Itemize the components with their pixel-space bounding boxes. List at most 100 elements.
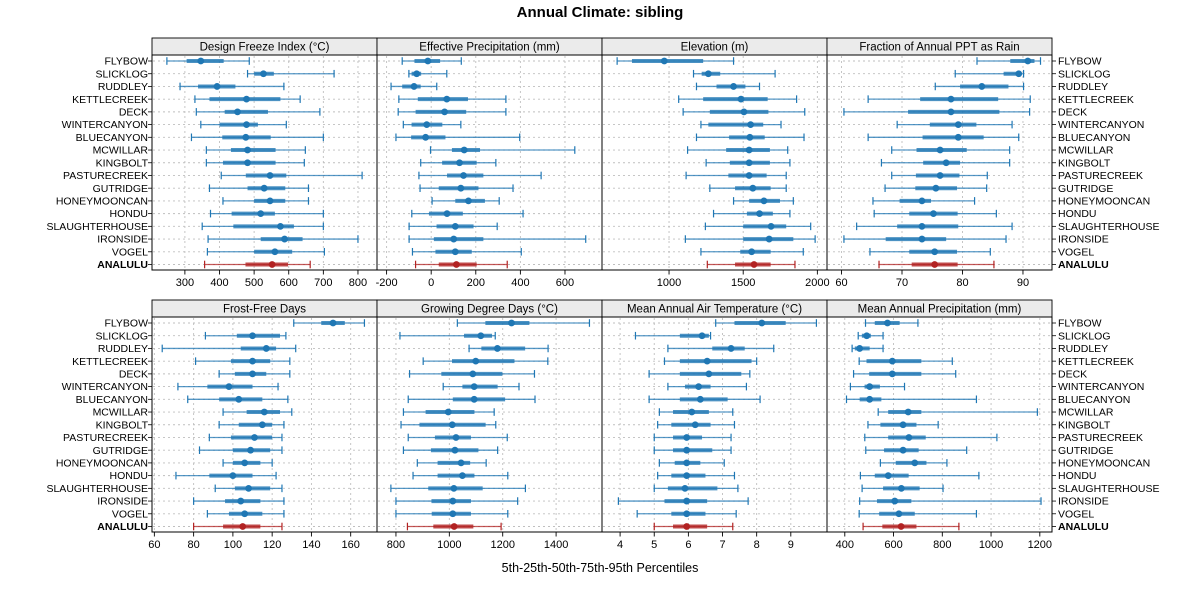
- site-label-left-slicklog: SLICKLOG: [95, 330, 148, 342]
- percentile-row-kingbolt: [420, 158, 497, 167]
- median-dot: [942, 159, 950, 167]
- site-label-right-gutridge: GUTRIDGE: [1058, 183, 1113, 195]
- percentile-row-kingbolt: [867, 420, 939, 429]
- percentile-row-honeymooncan: [872, 197, 976, 205]
- percentile-row-ironside: [207, 235, 359, 243]
- percentile-row-analulu: [878, 260, 995, 269]
- median-dot: [247, 446, 254, 454]
- x-tick-label: 100: [224, 539, 242, 551]
- x-tick-label: 400: [511, 277, 529, 289]
- percentile-row-kingbolt: [205, 158, 305, 167]
- median-dot: [750, 261, 758, 268]
- x-tick-label: 90: [1017, 277, 1029, 289]
- percentile-row-gutridge: [865, 446, 968, 454]
- median-dot: [441, 108, 448, 116]
- panel-growing-degree-days-c: Growing Degree Days (°C) 800 1000 1200 1400: [376, 299, 603, 551]
- percentile-row-hondu: [859, 471, 980, 480]
- median-dot: [242, 133, 250, 141]
- percentile-row-pasturecreek: [891, 171, 988, 180]
- panel-strip-label: Design Freeze Index (°C): [200, 42, 330, 54]
- percentile-row-kettlecreek: [663, 357, 758, 365]
- percentile-row-flybow: [456, 319, 591, 327]
- panel-strip-label: Fraction of Annual PPT as Rain: [859, 42, 1019, 54]
- site-label-right-vogel: VOGEL: [1058, 246, 1094, 258]
- median-dot: [749, 184, 757, 192]
- median-dot: [947, 108, 955, 116]
- median-dot: [888, 370, 896, 378]
- percentile-row-wintercanyon: [849, 382, 906, 391]
- median-dot: [444, 408, 452, 416]
- x-tick-label: 1000: [437, 539, 461, 551]
- median-dot: [899, 446, 907, 454]
- median-dot: [745, 146, 753, 154]
- percentile-row-kettlecreek: [422, 357, 549, 365]
- site-label-right-slaughterhouse: SLAUGHTERHOUSE: [1058, 483, 1160, 495]
- percentile-row-wintercanyon: [700, 120, 782, 129]
- site-label-left-wintercanyon: WINTERCANYON: [62, 119, 148, 131]
- median-dot: [978, 83, 986, 90]
- median-dot: [756, 210, 763, 218]
- percentile-row-slaughterhouse: [704, 222, 812, 231]
- median-dot: [243, 121, 250, 128]
- percentile-row-vogel: [206, 509, 285, 518]
- median-dot: [251, 434, 258, 441]
- median-dot: [266, 197, 274, 205]
- site-label-right-slaughterhouse: SLAUGHTERHOUSE: [1058, 221, 1160, 233]
- x-tick-label: 600: [884, 539, 902, 551]
- percentile-row-deck: [843, 108, 1031, 116]
- percentile-row-kettlecreek: [858, 357, 953, 365]
- percentile-row-wintercanyon: [896, 120, 1013, 129]
- panel-border: [826, 316, 1053, 533]
- x-tick-label: 1200: [490, 539, 514, 551]
- percentile-row-deck: [397, 108, 507, 116]
- median-dot: [918, 235, 926, 243]
- site-label-left-ironside: IRONSIDE: [97, 234, 148, 246]
- x-tick-label: 4: [617, 539, 623, 551]
- x-tick-label: -200: [376, 277, 398, 289]
- median-dot: [470, 395, 478, 403]
- percentile-row-mcwillar: [891, 146, 1011, 154]
- percentile-row-deck: [682, 108, 806, 116]
- median-dot: [413, 70, 421, 78]
- percentile-row-hondu: [873, 209, 997, 218]
- percentile-row-bluecanyon: [845, 395, 978, 404]
- percentile-row-kingbolt: [880, 158, 1011, 167]
- panel-design-freeze-index-c: Design Freeze Index (°C) 300 400 500 600 700 8…: [148, 37, 378, 289]
- site-label-right-pasturecreek: PASTURECREEK: [1058, 170, 1143, 182]
- median-dot: [450, 523, 458, 530]
- percentile-row-slicklog: [246, 69, 335, 78]
- percentile-row-ironside: [408, 235, 587, 243]
- percentile-row-deck: [195, 108, 321, 116]
- site-label-right-mcwillar: MCWILLAR: [1058, 407, 1114, 419]
- percentile-row-honeymooncan: [416, 459, 487, 467]
- panel-strip-label: Growing Degree Days (°C): [421, 304, 558, 316]
- median-dot: [197, 57, 205, 65]
- median-dot: [493, 345, 501, 352]
- median-dot: [918, 197, 926, 205]
- median-dot: [899, 421, 907, 429]
- x-tick-label: 700: [314, 277, 332, 289]
- site-label-left-analulu: ANALULU: [97, 259, 148, 271]
- site-label-right-honeymooncan: HONEYMOONCAN: [1058, 458, 1150, 470]
- x-tick-label: 800: [387, 539, 405, 551]
- site-label-right-ironside: IRONSIDE: [1058, 496, 1109, 508]
- site-label-left-bluecanyon: BLUECANYON: [76, 394, 148, 406]
- percentile-row-analulu: [204, 260, 311, 269]
- percentile-row-bluecanyon: [867, 133, 1020, 142]
- site-label-right-wintercanyon: WINTERCANYON: [1058, 381, 1144, 393]
- site-label-left-hondu: HONDU: [110, 208, 149, 220]
- percentile-row-flybow: [976, 57, 1042, 65]
- site-label-left-honeymooncan: HONEYMOONCAN: [56, 458, 148, 470]
- median-dot: [457, 184, 465, 192]
- percentile-row-analulu: [406, 522, 502, 531]
- median-dot: [451, 222, 459, 230]
- median-dot: [424, 57, 432, 65]
- site-label-left-hondu: HONDU: [110, 470, 149, 482]
- median-dot: [866, 395, 874, 403]
- percentile-row-kingbolt: [705, 158, 791, 167]
- site-label-right-kettlecreek: KETTLECREEK: [1058, 94, 1134, 106]
- median-dot: [918, 222, 926, 230]
- percentile-row-hondu: [411, 209, 524, 218]
- median-dot: [423, 121, 431, 128]
- median-dot: [213, 83, 221, 90]
